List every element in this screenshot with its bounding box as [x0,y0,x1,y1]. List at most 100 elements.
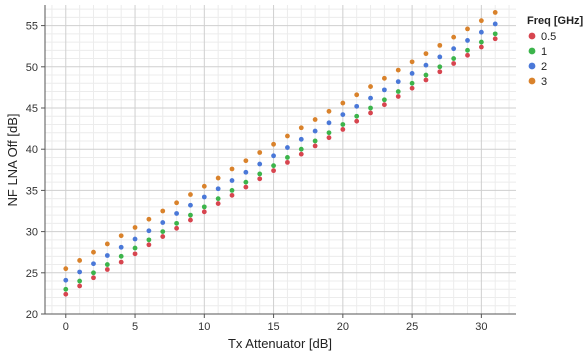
data-point-3 [188,192,193,197]
data-point-2 [409,70,415,76]
data-point-0_5 [104,267,110,272]
data-point-1 [160,229,166,235]
data-point-0_5 [326,135,332,141]
axes [41,5,516,318]
data-point-2 [146,228,152,234]
data-point-2 [340,112,346,117]
data-point-2 [368,95,373,101]
data-point-1 [478,39,484,45]
data-point-1 [104,262,110,267]
data-point-3 [478,18,484,24]
data-point-2 [160,220,166,225]
data-point-0_5 [451,61,457,66]
legend-label: 2 [541,61,547,73]
legend: Freq [GHz] 0.5 1 2 3 [527,15,583,88]
data-point-0_5 [201,209,207,215]
data-point-1 [423,72,429,78]
data-point-2 [478,29,484,35]
data-point-3 [104,241,110,247]
data-point-2 [395,79,401,85]
data-point-0_5 [174,225,180,231]
x-tick-label: 5 [132,321,138,333]
data-point-3 [465,26,470,32]
y-tick-label: 45 [26,103,38,115]
data-point-1 [437,64,443,70]
data-point-2 [381,87,387,93]
data-point-1 [188,212,193,218]
x-axis-title: Tx Attenuator [dB] [228,336,332,351]
data-point-2 [132,236,138,242]
data-point-3 [437,42,443,48]
data-point-0_5 [118,259,124,265]
data-point-2 [285,145,290,150]
data-point-1 [312,138,318,144]
data-point-0_5 [395,94,401,99]
y-tick-label: 30 [26,227,38,239]
y-tick-label: 20 [26,309,38,321]
data-point-1 [91,270,96,276]
data-point-0_5 [188,217,193,223]
data-point-0_5 [271,168,276,174]
data-point-2 [257,161,263,167]
plot-area [45,5,516,314]
data-point-2 [437,54,443,60]
data-point-2 [91,261,96,267]
data-point-0_5 [285,159,290,165]
x-tick-label: 20 [337,321,349,333]
data-point-3 [271,141,276,147]
data-point-0_5 [354,118,360,124]
data-point-3 [312,117,318,122]
data-point-1 [298,146,304,152]
legend-marker [528,32,536,40]
data-point-3 [340,100,346,106]
data-point-0_5 [312,143,318,149]
data-point-1 [368,105,373,111]
data-point-1 [326,130,332,136]
data-point-1 [381,97,387,103]
data-point-0_5 [409,85,415,91]
data-point-0_5 [437,69,443,75]
y-tick-label: 35 [26,185,38,197]
data-point-1 [229,188,235,193]
y-tick-label: 55 [26,21,38,33]
x-tick-label: 25 [406,321,418,333]
data-point-1 [257,171,263,177]
data-point-1 [63,286,69,292]
y-tick-label: 40 [26,144,38,156]
data-point-3 [146,216,152,222]
data-point-0_5 [146,242,152,248]
data-point-1 [395,89,401,94]
data-point-3 [174,200,180,206]
data-point-3 [243,158,249,164]
data-point-2 [201,194,207,200]
data-point-2 [312,128,318,134]
data-point-0_5 [77,283,83,289]
data-point-3 [132,225,138,230]
data-point-2 [77,269,83,275]
legend-title: Freq [GHz] [527,15,583,27]
data-point-2 [465,38,470,43]
legend-label: 0.5 [541,31,556,43]
data-point-0_5 [215,201,221,206]
data-point-3 [326,108,332,114]
data-point-3 [354,92,360,98]
y-tick-label: 50 [26,62,38,74]
data-point-3 [368,84,373,89]
data-point-0_5 [381,102,387,108]
data-point-2 [104,253,110,258]
data-point-0_5 [257,176,263,182]
data-point-2 [188,202,193,208]
data-point-2 [451,46,457,52]
data-point-0_5 [132,251,138,257]
legend-marker [528,62,536,70]
data-point-0_5 [160,234,166,239]
x-tick-label: 15 [267,321,279,333]
data-point-0_5 [492,36,498,42]
data-point-3 [215,175,221,181]
data-point-1 [271,163,276,169]
data-point-3 [381,75,387,81]
data-point-1 [146,237,152,243]
data-point-2 [298,136,304,142]
data-point-1 [409,80,415,86]
